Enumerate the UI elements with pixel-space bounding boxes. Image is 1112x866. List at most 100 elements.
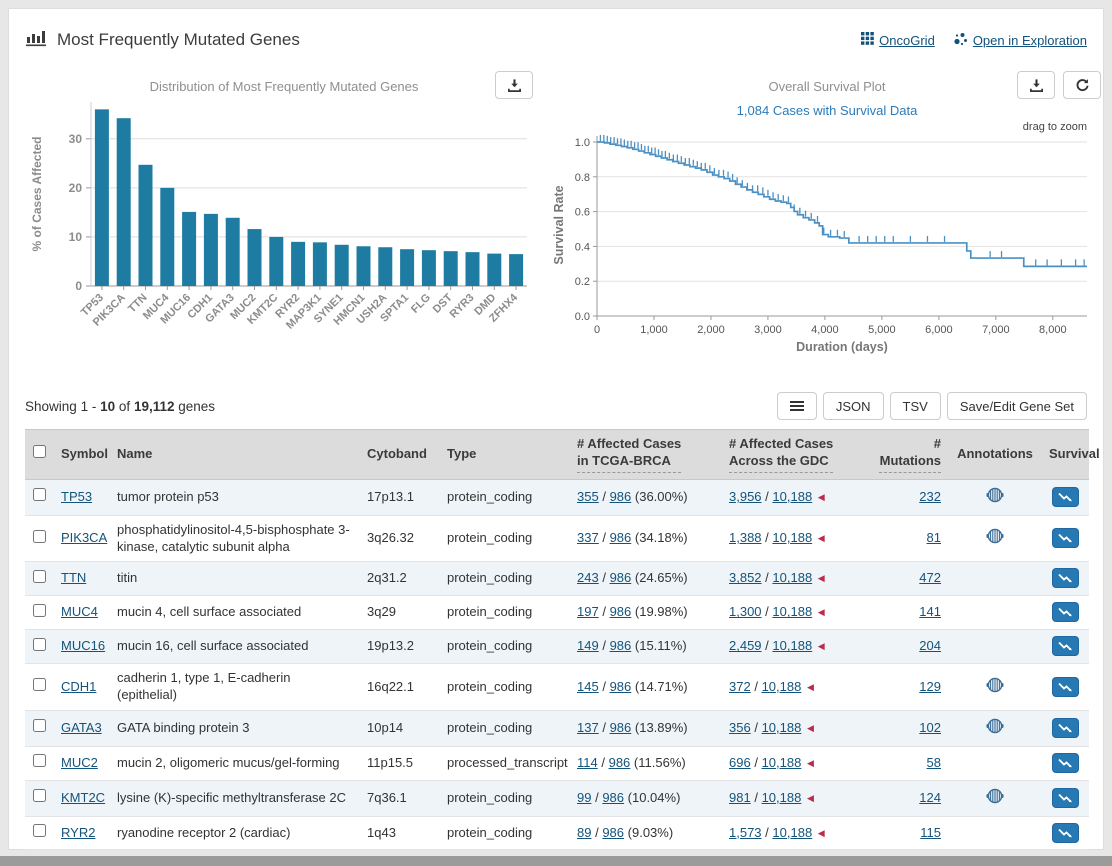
survival-plot-button[interactable] [1051,676,1079,697]
gene-symbol-link[interactable]: MUC16 [61,638,106,654]
gene-symbol-link[interactable]: TTN [61,570,87,586]
total-cases-gdc-link[interactable]: 10,188 [772,530,813,546]
row-checkbox[interactable] [33,569,46,583]
mutations-count-link[interactable]: 81 [926,530,941,546]
affected-cases-gdc-link[interactable]: 2,459 [729,638,762,654]
save-gene-set-button[interactable]: Save/Edit Gene Set [946,392,1087,420]
gene-symbol-link[interactable]: CDH1 [61,678,97,694]
total-cases-gdc-link[interactable]: 10,188 [772,824,813,840]
survival-plot-button[interactable] [1051,787,1079,808]
affected-cases-tcga-link[interactable]: 197 [577,604,599,620]
row-checkbox[interactable] [33,637,46,651]
row-checkbox[interactable] [33,603,46,617]
affected-cases-gdc-link[interactable]: 981 [729,789,751,805]
survival-plot-button[interactable] [1051,602,1079,623]
gene-symbol-link[interactable]: RYR2 [61,824,96,840]
row-checkbox[interactable] [33,488,46,502]
export-tsv-button[interactable]: TSV [889,392,941,420]
total-cases-tcga-link[interactable]: 986 [609,678,632,694]
annotation-icon[interactable] [986,528,1004,548]
affected-cases-tcga-link[interactable]: 89 [577,824,592,840]
total-cases-tcga-link[interactable]: 986 [609,719,632,735]
col-type[interactable]: Type [439,429,569,480]
mutations-count-link[interactable]: 102 [919,719,941,735]
gene-symbol-link[interactable]: KMT2C [61,789,106,805]
affected-cases-tcga-link[interactable]: 114 [577,754,598,770]
row-checkbox[interactable] [33,789,46,803]
col-symbol[interactable]: Symbol [53,429,109,480]
total-cases-gdc-link[interactable]: 10,188 [761,678,802,694]
annotation-icon[interactable] [986,487,1004,507]
affected-cases-tcga-link[interactable]: 149 [577,638,599,654]
row-checkbox[interactable] [33,678,46,692]
affected-cases-gdc-link[interactable]: 1,573 [729,824,762,840]
total-cases-gdc-link[interactable]: 10,188 [761,754,802,770]
affected-cases-gdc-link[interactable]: 3,956 [729,488,762,504]
mutated-genes-bar-chart[interactable]: 0102030TP53PIK3CATTNMUC4MUC16CDH1GATA3MU… [25,94,543,362]
survival-plot-button[interactable] [1051,717,1079,738]
download-survival-button[interactable] [1017,71,1055,99]
total-cases-gdc-link[interactable]: 10,188 [761,789,802,805]
mutations-count-link[interactable]: 129 [919,678,941,694]
gene-symbol-link[interactable]: GATA3 [61,719,102,735]
annotation-icon[interactable] [986,788,1004,808]
mutations-count-link[interactable]: 115 [920,824,941,840]
affected-cases-gdc-link[interactable]: 372 [729,678,751,694]
mutations-count-link[interactable]: 124 [919,789,941,805]
affected-cases-gdc-link[interactable]: 1,388 [729,530,762,546]
open-in-exploration-link[interactable]: Open in Exploration [953,31,1087,49]
affected-cases-tcga-link[interactable]: 145 [577,678,599,694]
affected-cases-gdc-link[interactable]: 696 [729,754,751,770]
affected-cases-gdc-link[interactable]: 1,300 [729,604,762,620]
total-cases-tcga-link[interactable]: 986 [608,754,631,770]
total-cases-tcga-link[interactable]: 986 [602,789,625,805]
affected-cases-tcga-link[interactable]: 243 [577,570,599,586]
survival-plot-button[interactable] [1051,822,1079,843]
col-cytoband[interactable]: Cytoband [359,429,439,480]
col-name[interactable]: Name [109,429,359,480]
row-checkbox[interactable] [33,529,46,543]
total-cases-gdc-link[interactable]: 10,188 [761,719,802,735]
oncogrid-link[interactable]: OncoGrid [861,32,935,48]
total-cases-gdc-link[interactable]: 10,188 [772,638,813,654]
gene-symbol-link[interactable]: PIK3CA [61,530,108,546]
gene-symbol-link[interactable]: MUC2 [61,754,98,770]
gene-symbol-link[interactable]: MUC4 [61,604,98,620]
affected-cases-gdc-link[interactable]: 356 [729,719,751,735]
row-checkbox[interactable] [33,754,46,768]
affected-cases-tcga-link[interactable]: 137 [577,719,599,735]
survival-cases-link[interactable]: 1,084 Cases with Survival Data [736,103,918,118]
mutations-count-link[interactable]: 472 [919,570,941,586]
mutations-count-link[interactable]: 58 [926,754,941,770]
row-checkbox[interactable] [33,719,46,733]
survival-plot-button[interactable] [1051,752,1079,773]
total-cases-tcga-link[interactable]: 986 [602,824,625,840]
affected-cases-tcga-link[interactable]: 337 [577,530,599,546]
annotation-icon[interactable] [986,677,1004,697]
total-cases-tcga-link[interactable]: 986 [609,530,632,546]
reset-zoom-button[interactable] [1063,71,1101,99]
columns-menu-button[interactable] [776,392,817,420]
survival-plot-chart[interactable]: 0.0 0.2 0.4 0.6 0.8 1.0 0 1,000 2,000 3,000 4,000 5… [551,118,1103,370]
select-all-checkbox[interactable] [33,445,46,459]
mutations-count-link[interactable]: 141 [919,604,941,620]
total-cases-gdc-link[interactable]: 10,188 [772,488,813,504]
col-affected-gdc[interactable]: # Affected Cases Across the GDC [721,429,871,480]
mutations-count-link[interactable]: 232 [919,488,941,504]
row-checkbox[interactable] [33,824,46,838]
export-json-button[interactable]: JSON [822,392,884,420]
total-cases-tcga-link[interactable]: 986 [609,570,632,586]
total-cases-gdc-link[interactable]: 10,188 [772,604,813,620]
total-cases-tcga-link[interactable]: 986 [609,638,632,654]
download-chart-button[interactable] [495,71,533,99]
survival-plot-button[interactable] [1051,568,1079,589]
survival-plot-button[interactable] [1051,528,1079,549]
affected-cases-gdc-link[interactable]: 3,852 [729,570,762,586]
mutations-count-link[interactable]: 204 [919,638,941,654]
affected-cases-tcga-link[interactable]: 355 [577,488,599,504]
affected-cases-tcga-link[interactable]: 99 [577,789,592,805]
survival-plot-button[interactable] [1051,636,1079,657]
gene-symbol-link[interactable]: TP53 [61,488,93,504]
survival-plot-button[interactable] [1051,486,1079,507]
col-mutations[interactable]: # Mutations [871,429,949,480]
